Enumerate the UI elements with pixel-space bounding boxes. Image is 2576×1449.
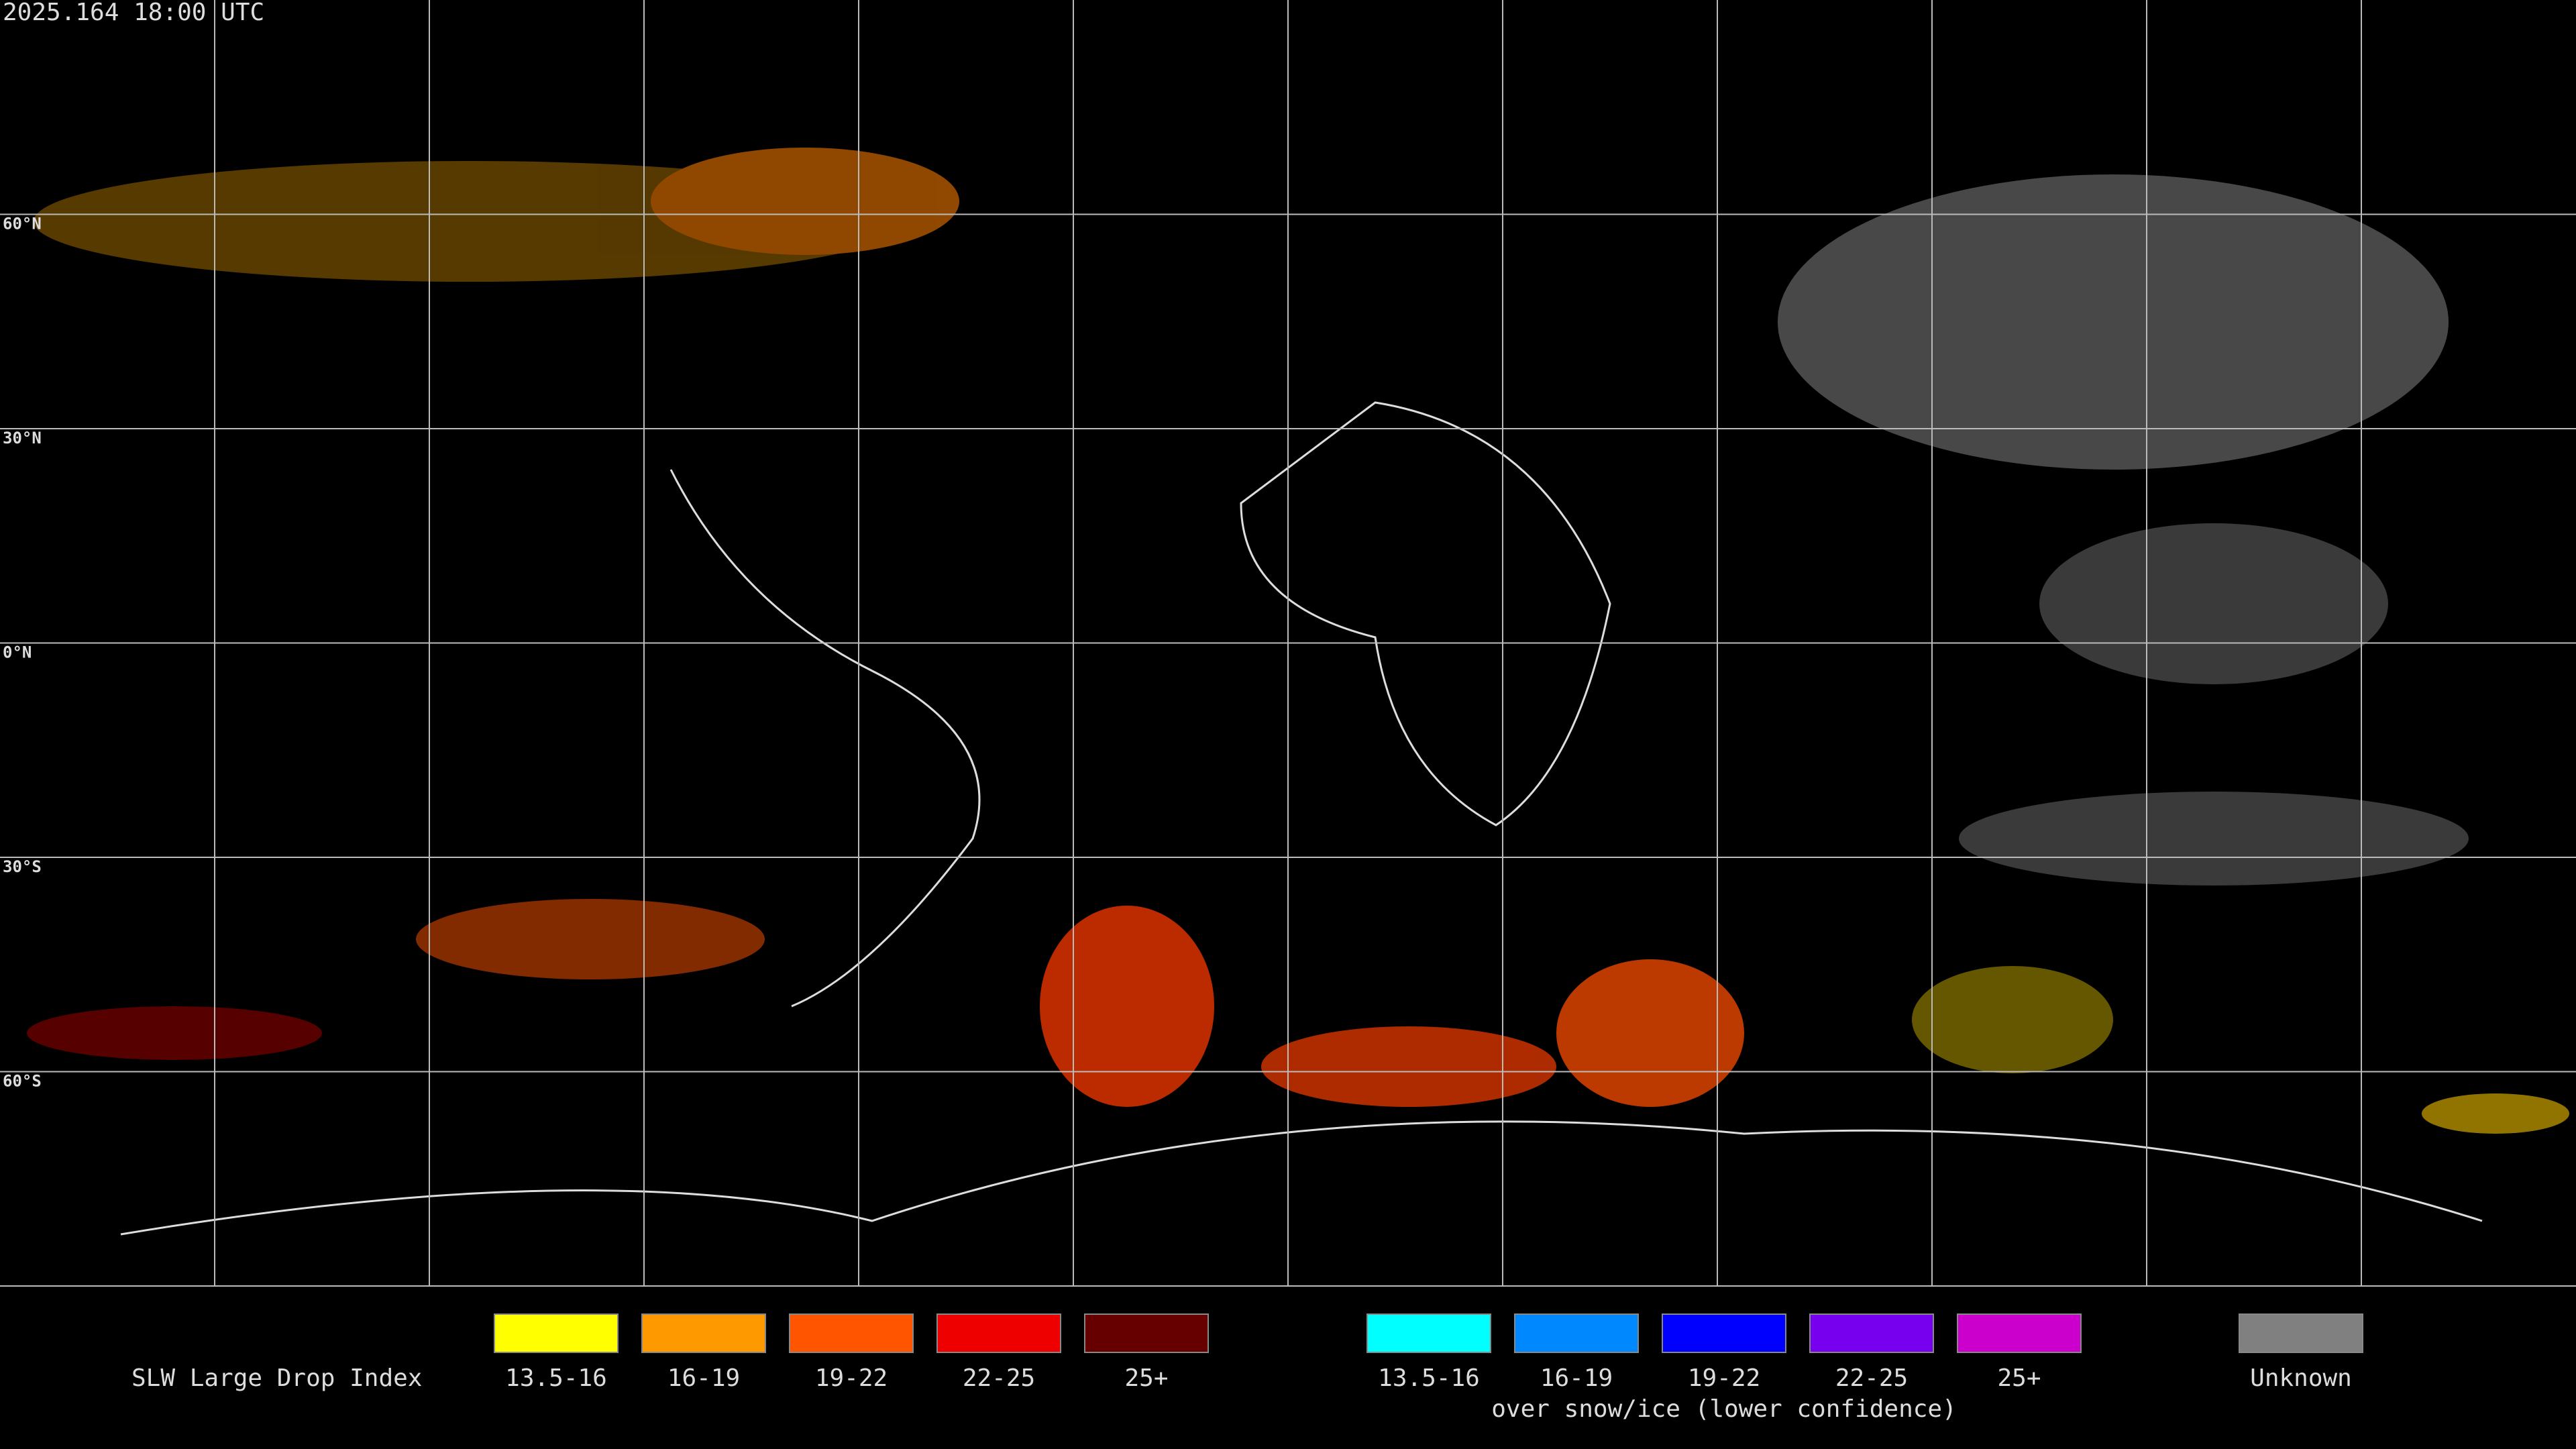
legend-label: 16-19 [1540,1364,1613,1392]
legend-label: 22-25 [1835,1364,1908,1392]
legend-caption: over snow/ice (lower confidence) [1491,1395,1957,1423]
cloud [1040,906,1214,1107]
legend-swatch [789,1313,914,1353]
graticule: 60°N 30°N 0°N 30°S 60°S [0,0,2576,1287]
cloud [2422,1093,2569,1134]
legend-label: 13.5-16 [1378,1364,1480,1392]
legend-swatch [1366,1313,1491,1353]
latitude-label: 60°S [3,1072,42,1091]
legend-title: SLW Large Drop Index [131,1364,422,1392]
cloud [651,148,959,255]
timestamp: 2025.164 18:00 UTC [3,0,264,26]
legend-swatch [1809,1313,1934,1353]
legend-label: 16-19 [667,1364,740,1392]
coastline [1240,401,1611,826]
cloud [1261,1026,1556,1107]
coastline [669,469,981,1008]
latitude-label: 60°N [3,215,42,233]
latitude-label: 0°N [3,643,32,662]
latitude-label: 30°S [3,857,42,876]
cloud [1778,174,2449,470]
legend-label: 19-22 [1688,1364,1760,1392]
legend-label: 25+ [1124,1364,1168,1392]
cloud [1959,792,2469,885]
legend-label: 25+ [1997,1364,2041,1392]
legend-swatch [1957,1313,2082,1353]
latitude-label: 30°N [3,429,42,447]
legend-swatch [641,1313,766,1353]
cloud [1556,959,1744,1107]
cloud-field [27,148,2569,1134]
cloud [1912,966,2113,1073]
legend-swatch [936,1313,1061,1353]
legend-label: 13.5-16 [505,1364,607,1392]
cloud [416,899,765,979]
legend-swatch [1084,1313,1209,1353]
legend-swatch [1514,1313,1639,1353]
legend: SLW Large Drop Index 13.5-16 16-19 19-22 22… [131,1313,2363,1423]
legend-swatch [494,1313,619,1353]
legend-swatch [2239,1313,2363,1353]
legend-swatch [1662,1313,1786,1353]
cloud [27,1006,322,1060]
cloud [2039,523,2388,684]
legend-label: 22-25 [963,1364,1035,1392]
coastline [120,1120,2483,1236]
legend-label: 19-22 [815,1364,888,1392]
legend-label: Unknown [2250,1364,2352,1392]
